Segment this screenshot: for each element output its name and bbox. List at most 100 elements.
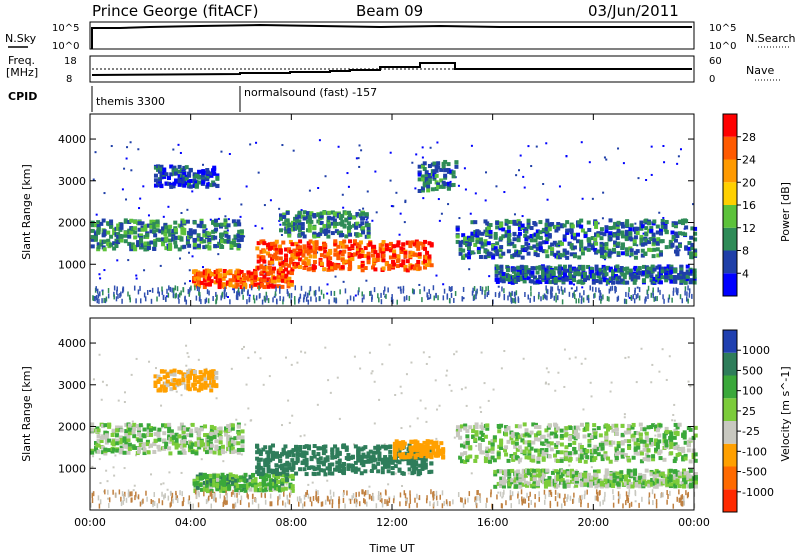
echo-scatter-point <box>135 454 138 457</box>
echo-cell <box>312 260 317 265</box>
echo-cell <box>613 221 618 226</box>
echo-cell <box>207 245 212 250</box>
ground-scatter-cell <box>419 289 421 295</box>
echo-cell <box>458 435 463 440</box>
echo-cell <box>451 170 456 175</box>
echo-scatter-point <box>368 470 371 473</box>
echo-cell <box>90 244 95 249</box>
echo-cell <box>326 267 331 272</box>
ground-scatter-cell <box>286 288 289 294</box>
echo-scatter-point <box>563 348 566 351</box>
echo-cell <box>492 458 497 463</box>
echo-cell <box>594 221 599 226</box>
echo-cell <box>104 437 109 442</box>
echo-cell <box>504 230 509 235</box>
echo-cell <box>327 222 332 227</box>
echo-cell <box>530 272 535 277</box>
echo-scatter-point <box>624 356 627 359</box>
echo-cell <box>227 428 232 433</box>
echo-cell <box>193 483 198 488</box>
echo-cell <box>280 473 285 478</box>
echo-cell <box>564 276 569 281</box>
echo-cell <box>412 468 417 473</box>
echo-cell <box>156 444 161 449</box>
echo-cell <box>280 483 285 488</box>
echo-scatter-point <box>678 249 681 252</box>
nsky-label: N.Sky <box>5 32 37 45</box>
echo-cell <box>182 183 187 188</box>
echo-cell <box>158 229 163 234</box>
echo-cell <box>132 434 137 439</box>
echo-cell <box>620 234 625 239</box>
echo-cell <box>355 221 360 226</box>
ground-scatter-cell <box>583 290 585 296</box>
echo-cell <box>373 465 378 470</box>
echo-cell <box>257 277 262 282</box>
echo-cell <box>146 423 151 428</box>
echo-cell <box>228 478 233 483</box>
echo-cell <box>353 444 358 449</box>
echo-cell <box>209 427 214 432</box>
echo-scatter-point <box>247 356 250 359</box>
ground-scatter-cell <box>194 285 196 291</box>
echo-cell <box>538 235 543 240</box>
echo-cell <box>222 488 227 493</box>
echo-cell <box>188 178 193 183</box>
echo-cell <box>423 254 428 259</box>
echo-cell <box>683 271 688 276</box>
echo-scatter-point <box>244 423 247 426</box>
echo-cell <box>347 254 352 259</box>
ground-scatter-cell <box>391 294 393 300</box>
echo-cell <box>527 449 532 454</box>
echo-cell <box>550 247 555 252</box>
echo-scatter-point <box>112 466 115 469</box>
echo-cell <box>533 280 538 285</box>
echo-cell <box>142 442 147 447</box>
echo-cell <box>443 175 448 180</box>
echo-cell <box>417 172 422 177</box>
echo-cell <box>455 425 460 430</box>
echo-cell <box>115 425 120 430</box>
echo-cell <box>314 246 319 251</box>
echo-cell <box>204 282 209 287</box>
echo-cell <box>166 175 171 180</box>
echo-cell <box>159 384 164 389</box>
ground-scatter-cell <box>657 287 659 293</box>
echo-cell <box>617 275 622 280</box>
echo-cell <box>420 177 425 182</box>
echo-cell <box>358 223 363 228</box>
echo-cell <box>468 446 473 451</box>
echo-cell <box>239 483 244 488</box>
echo-cell <box>209 173 214 178</box>
ground-scatter-cell <box>94 296 96 302</box>
echo-cell <box>480 437 485 442</box>
echo-cell <box>268 283 273 288</box>
echo-cell <box>111 442 116 447</box>
echo-cell <box>253 275 258 280</box>
echo-scatter-point <box>288 421 291 424</box>
echo-cell <box>236 219 241 224</box>
echo-cell <box>253 481 258 486</box>
echo-cell <box>350 468 355 473</box>
echo-cell <box>270 257 275 262</box>
echo-cell <box>369 468 374 473</box>
y-tick-label: 2000 <box>58 217 86 230</box>
echo-scatter-point <box>390 205 393 208</box>
echo-cell <box>334 213 339 218</box>
nsearch-label: N.Search <box>746 32 796 45</box>
echo-cell <box>342 244 347 249</box>
echo-cell <box>90 422 95 427</box>
echo-cell <box>496 452 501 457</box>
echo-cell <box>158 377 163 382</box>
echo-cell <box>107 448 112 453</box>
ground-scatter-cell <box>290 292 293 298</box>
echo-cell <box>268 445 273 450</box>
echo-cell <box>401 471 406 476</box>
echo-cell <box>598 270 603 275</box>
echo-cell <box>185 219 190 224</box>
echo-cell <box>102 231 107 236</box>
ground-scatter-cell <box>593 293 595 299</box>
echo-cell <box>354 225 359 230</box>
echo-scatter-point <box>622 162 625 165</box>
echo-cell <box>177 169 182 174</box>
